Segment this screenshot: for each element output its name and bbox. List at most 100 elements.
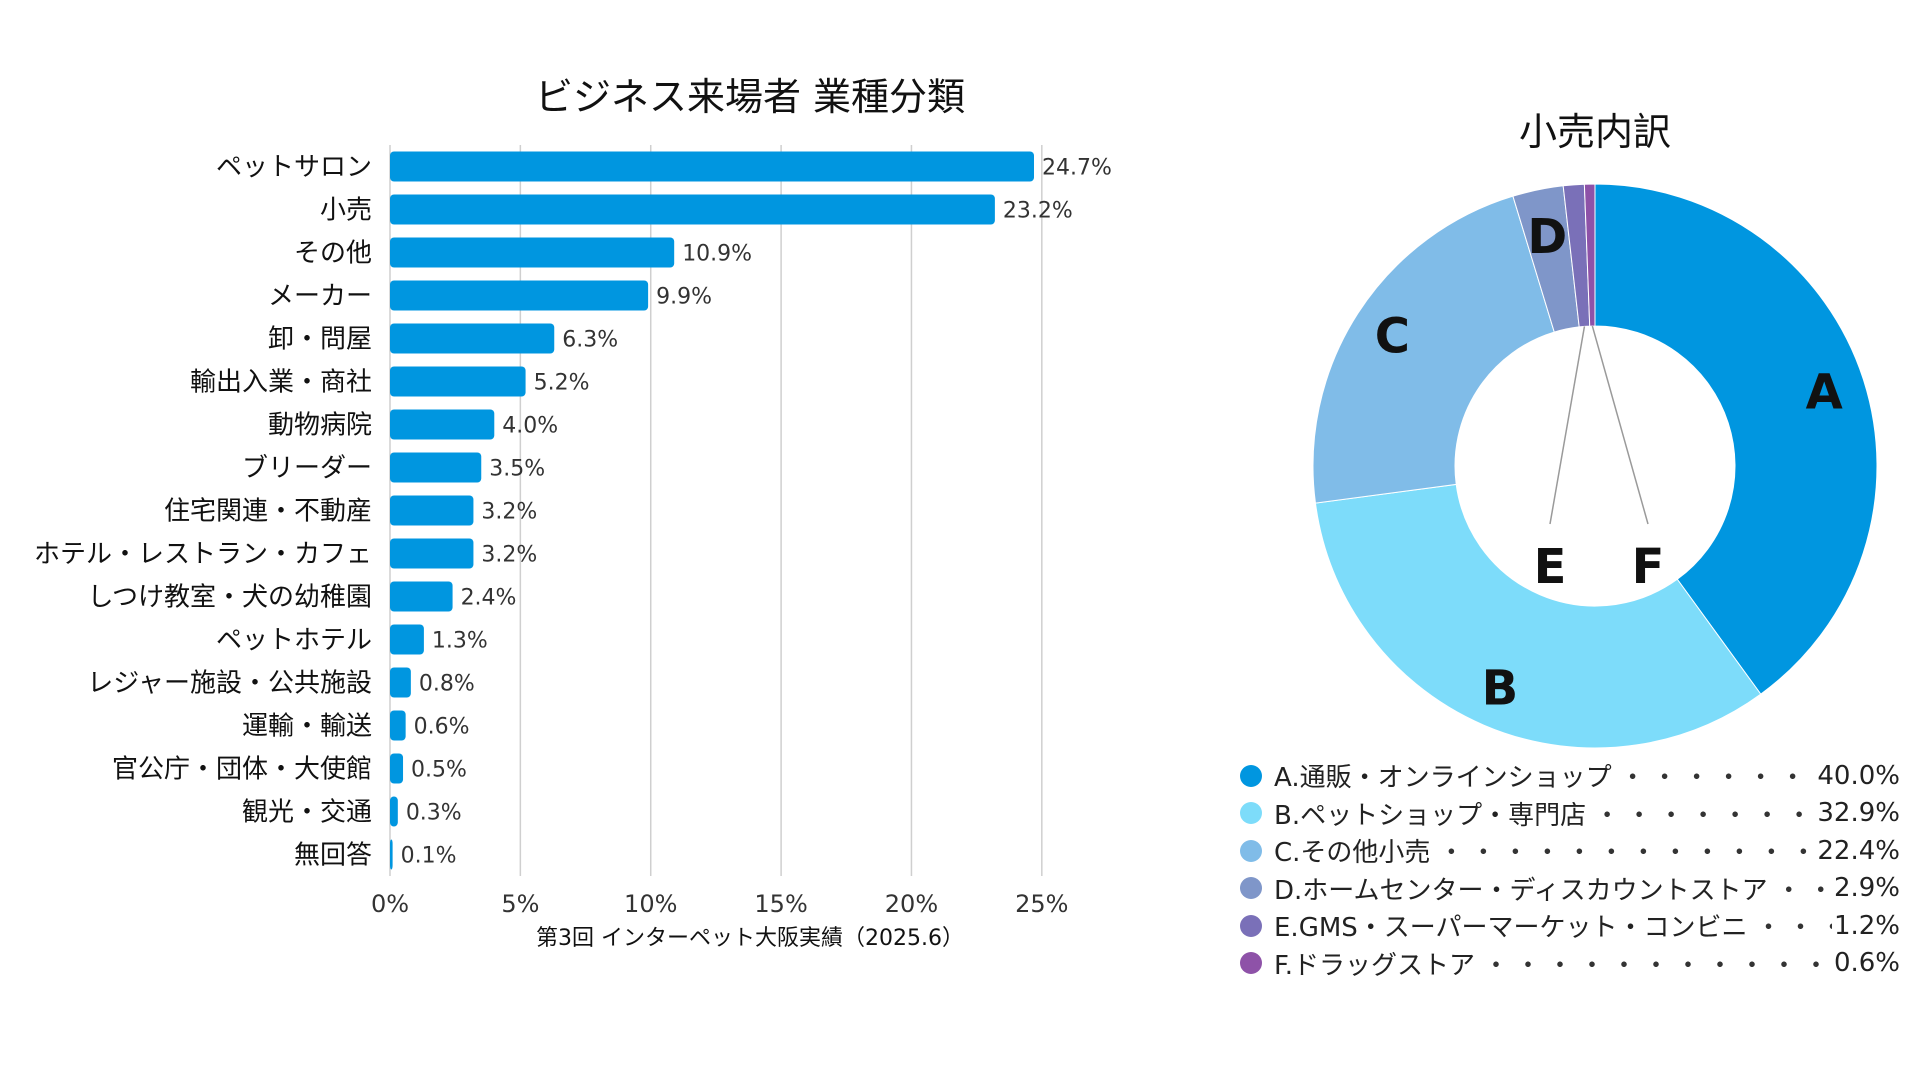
category-label: 卸・問屋 — [268, 325, 372, 355]
legend-value: 40.0% — [1817, 760, 1900, 791]
value-label: 3.5% — [489, 457, 545, 482]
leader-line — [1591, 325, 1649, 525]
legend-item: B.ペットショップ・専門店・・・・・・・・・・・・・・・・・・・・32.9% — [1240, 795, 1900, 833]
donut-chart-segment-labels: A B C D E F — [1375, 209, 1843, 717]
legend-value: 32.9% — [1817, 798, 1900, 829]
category-label: 小売 — [320, 196, 372, 226]
legend-swatch — [1240, 802, 1262, 825]
legend-item: E.GMS・スーパーマーケット・コンビニ・・・・・・・・・・・・・・・・・・・・… — [1240, 907, 1900, 945]
value-label: 24.7% — [1042, 156, 1112, 181]
legend-item: D.ホームセンター・ディスカウントストア・・・・・・・・・・・・・・・・・・・・… — [1240, 870, 1900, 908]
x-tick-label: 5% — [501, 890, 539, 918]
bar — [390, 581, 453, 612]
value-label: 2.4% — [461, 586, 517, 611]
legend-label: C.その他小売 — [1274, 838, 1431, 869]
bar — [390, 839, 393, 870]
legend-label: F.ドラッグストア — [1274, 950, 1476, 981]
bar — [390, 323, 555, 354]
category-label: ブリーダー — [242, 454, 372, 484]
bar-chart: ビジネス来場者 業種分類 ペットサロン小売その他メーカー卸・問屋輸出入業・商社動… — [34, 75, 1112, 951]
bar — [390, 409, 495, 440]
bar — [390, 624, 424, 655]
category-label: 住宅関連・不動産 — [164, 497, 372, 527]
donut-chart-title: 小売内訳 — [1519, 110, 1671, 154]
category-label: レジャー施設・公共施設 — [87, 669, 372, 699]
category-label: メーカー — [268, 282, 372, 312]
value-label: 9.9% — [656, 285, 712, 310]
legend-label: A.通販・オンラインショップ — [1274, 763, 1612, 794]
segment-label: D — [1527, 209, 1567, 265]
category-label: 官公庁・団体・大使館 — [112, 755, 372, 785]
bar-chart-x-axis-label: 第3回 インターペット大阪実績（2025.6） — [536, 926, 964, 951]
bar — [390, 796, 398, 827]
bar-chart-title: ビジネス来場者 業種分類 — [535, 75, 965, 119]
value-label: 0.1% — [401, 844, 457, 869]
segment-label: C — [1375, 309, 1410, 365]
donut-chart-segments — [1312, 183, 1878, 749]
category-label: 輸出入業・商社 — [190, 368, 372, 398]
legend-swatch — [1240, 914, 1262, 937]
bar — [390, 151, 1034, 182]
x-tick-label: 25% — [1015, 890, 1068, 918]
bar — [390, 194, 995, 225]
segment-label: A — [1806, 365, 1843, 421]
x-tick-label: 15% — [754, 890, 807, 918]
category-label: ペットホテル — [216, 626, 372, 656]
legend-value: 1.2% — [1833, 910, 1900, 941]
bar — [390, 280, 649, 311]
bar — [390, 538, 474, 569]
legend-item: C.その他小売・・・・・・・・・・・・・・・・・・・・22.4% — [1240, 832, 1900, 870]
value-label: 10.9% — [682, 242, 752, 267]
legend-swatch — [1240, 952, 1262, 975]
legend-label: D.ホームセンター・ディスカウントストア — [1274, 875, 1768, 906]
legend-label: B.ペットショップ・専門店 — [1274, 800, 1587, 831]
value-label: 0.8% — [419, 672, 475, 697]
donut-segment — [1314, 483, 1762, 749]
legend-value: 2.9% — [1833, 873, 1900, 904]
value-label: 5.2% — [534, 371, 590, 396]
category-label: ペットサロン — [216, 153, 372, 183]
legend-swatch — [1240, 764, 1262, 787]
value-label: 6.3% — [562, 328, 618, 353]
value-label: 3.2% — [481, 543, 537, 568]
x-tick-label: 0% — [371, 890, 409, 918]
category-label: 動物病院 — [268, 411, 372, 441]
category-label: 無回答 — [294, 841, 372, 871]
legend-label: E.GMS・スーパーマーケット・コンビニ — [1274, 913, 1748, 944]
legend-swatch — [1240, 839, 1262, 862]
bar-chart-bars — [390, 151, 1034, 870]
value-label: 23.2% — [1003, 199, 1073, 224]
legend-item: A.通販・オンラインショップ・・・・・・・・・・・・・・・・・・・・40.0% — [1240, 757, 1900, 795]
category-label: 観光・交通 — [242, 798, 372, 828]
legend-leader-dots: ・・・・・・・・・・・・・・・・・・・・ — [1755, 913, 1832, 944]
legend-leader-dots: ・・・・・・・・・・・・・・・・・・・・ — [1775, 875, 1832, 906]
donut-segment — [1594, 183, 1878, 695]
donut-chart: 小売内訳 A B C D E F — [1312, 110, 1878, 749]
donut-chart-legend: A.通販・オンラインショップ・・・・・・・・・・・・・・・・・・・・40.0%B… — [1240, 757, 1900, 982]
bar — [390, 452, 482, 483]
bar — [390, 753, 404, 784]
segment-label: F — [1632, 539, 1665, 595]
bar-chart-category-labels: ペットサロン小売その他メーカー卸・問屋輸出入業・商社動物病院ブリーダー住宅関連・… — [34, 153, 372, 871]
bar — [390, 667, 411, 698]
value-label: 0.3% — [406, 801, 462, 826]
legend-leader-dots: ・・・・・・・・・・・・・・・・・・・・ — [1483, 950, 1832, 981]
bar-chart-value-labels: 24.7% 23.2% 10.9% 9.9% 6.3% 5.2% 4.0% 3.5% 3.2% 3… — [401, 156, 1112, 869]
value-label: 3.2% — [481, 500, 537, 525]
legend-value: 0.6% — [1833, 948, 1900, 979]
legend-swatch — [1240, 877, 1262, 900]
value-label: 0.6% — [414, 715, 470, 740]
donut-segment — [1583, 183, 1596, 327]
category-label: ホテル・レストラン・カフェ — [34, 540, 372, 570]
category-label: 運輸・輸送 — [242, 712, 372, 742]
x-tick-label: 20% — [885, 890, 938, 918]
legend-item: F.ドラッグストア・・・・・・・・・・・・・・・・・・・・0.6% — [1240, 945, 1900, 983]
legend-leader-dots: ・・・・・・・・・・・・・・・・・・・・ — [1594, 800, 1816, 831]
category-label: しつけ教室・犬の幼稚園 — [88, 583, 372, 613]
legend-value: 22.4% — [1817, 835, 1900, 866]
legend-leader-dots: ・・・・・・・・・・・・・・・・・・・・ — [1438, 838, 1815, 869]
value-label: 4.0% — [502, 414, 558, 439]
value-label: 1.3% — [432, 629, 488, 654]
category-label: その他 — [294, 239, 372, 269]
legend-leader-dots: ・・・・・・・・・・・・・・・・・・・・ — [1619, 763, 1816, 794]
